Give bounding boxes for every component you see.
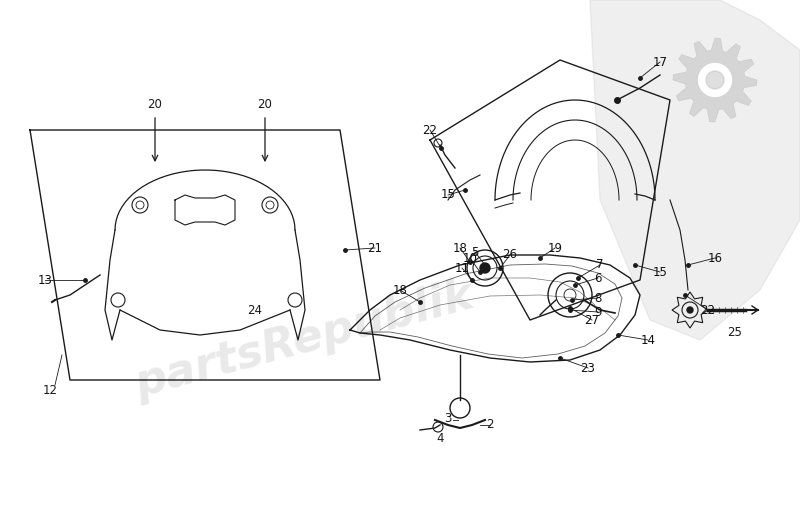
Text: 9: 9 (594, 306, 602, 318)
Text: 7: 7 (596, 259, 604, 272)
Polygon shape (673, 38, 757, 122)
Text: 2: 2 (486, 418, 494, 431)
Text: 22: 22 (422, 124, 438, 136)
Text: 18: 18 (453, 241, 467, 255)
Text: 13: 13 (38, 273, 53, 286)
Text: 15: 15 (653, 266, 667, 278)
Text: 14: 14 (641, 334, 655, 346)
Circle shape (480, 263, 490, 273)
Text: 20: 20 (147, 98, 162, 112)
Text: partsRepublik: partsRepublik (130, 274, 478, 406)
Polygon shape (590, 0, 800, 340)
Text: 11: 11 (454, 262, 470, 274)
Circle shape (687, 307, 693, 313)
Text: 3: 3 (444, 412, 452, 424)
Text: 27: 27 (585, 313, 599, 327)
Text: 5: 5 (471, 245, 478, 259)
Text: 19: 19 (547, 241, 562, 255)
Text: 21: 21 (367, 241, 382, 255)
Text: 24: 24 (247, 304, 262, 316)
Text: 20: 20 (258, 98, 273, 112)
Text: 26: 26 (502, 248, 518, 262)
Circle shape (698, 63, 731, 96)
Text: 16: 16 (707, 251, 722, 265)
Text: 6: 6 (594, 272, 602, 284)
Text: 25: 25 (727, 325, 742, 339)
Text: 23: 23 (581, 361, 595, 375)
Text: 4: 4 (436, 431, 444, 445)
Circle shape (706, 71, 724, 89)
Text: 8: 8 (594, 292, 602, 305)
Text: 17: 17 (653, 55, 667, 68)
Text: 18: 18 (393, 283, 407, 297)
Text: 12: 12 (42, 383, 58, 396)
Text: 15: 15 (441, 189, 455, 201)
Text: 22: 22 (701, 304, 715, 316)
Text: 10: 10 (462, 251, 478, 265)
